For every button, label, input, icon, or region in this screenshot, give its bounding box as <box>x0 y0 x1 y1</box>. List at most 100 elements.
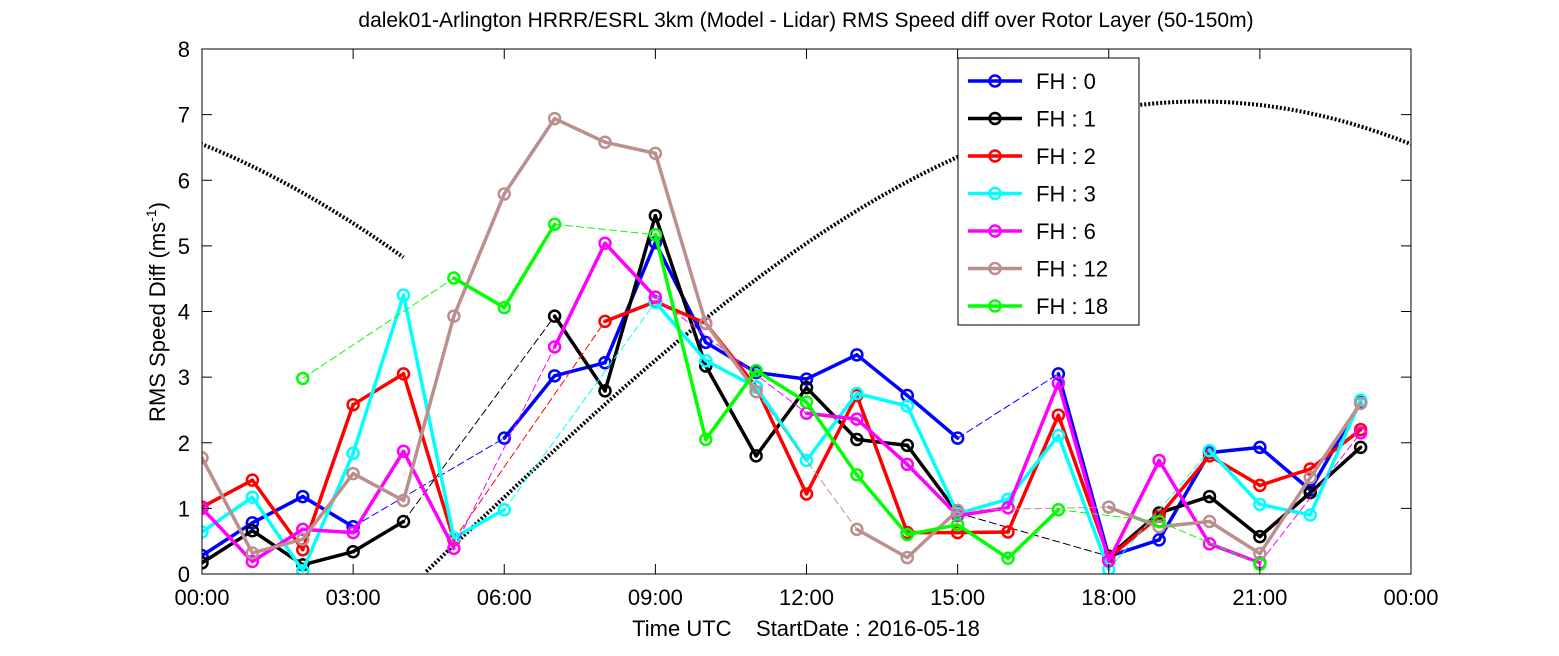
series-segment <box>1258 475 1312 556</box>
y-axis-label: RMS Speed Diff (ms-1) <box>143 202 170 422</box>
series-segment <box>1207 494 1262 539</box>
y-tick-label: 8 <box>178 37 190 62</box>
series-segment <box>202 506 255 564</box>
data-point <box>850 468 864 482</box>
series-segment <box>653 232 708 442</box>
series-segment <box>905 404 960 516</box>
data-point <box>1051 367 1066 381</box>
series-segment <box>1107 505 1161 529</box>
series-segment <box>1056 433 1111 572</box>
series-segment <box>653 151 708 326</box>
series-gap-link <box>453 320 606 541</box>
x-axis-label: Time UTC StartDate : 2016-05-18 <box>632 616 980 641</box>
legend-label: FH : 3 <box>1036 182 1096 207</box>
series-gap-link <box>453 346 556 549</box>
series-segment <box>502 374 557 440</box>
solar-elevation-curve <box>424 99 1411 574</box>
data-point <box>900 457 914 472</box>
data-point <box>396 367 411 381</box>
data-point <box>850 348 864 362</box>
series-segment <box>351 293 406 455</box>
series-gap-link <box>503 301 656 511</box>
chart-title: dalek01-Arlington HRRR/ESRL 3km (Model -… <box>358 9 1253 32</box>
series-segment <box>351 471 406 503</box>
series-segment <box>202 521 255 558</box>
series-segment <box>1056 381 1111 563</box>
series-segment <box>250 494 305 525</box>
data-point <box>447 309 461 323</box>
series-segment <box>1308 445 1363 495</box>
series-segment <box>1207 448 1262 507</box>
series-segment <box>250 478 305 552</box>
data-point <box>950 431 965 445</box>
data-point <box>850 522 864 537</box>
series-segment <box>855 473 909 537</box>
series-segment <box>603 140 658 156</box>
series-segment <box>754 370 809 381</box>
data-point <box>296 371 310 386</box>
legend-box <box>957 57 1140 326</box>
y-tick-label: 1 <box>178 496 190 521</box>
legend-swatch-marker <box>988 186 1002 201</box>
series-segment <box>452 276 506 310</box>
data-point <box>799 453 814 468</box>
data-point <box>497 502 511 517</box>
y-tick-label: 5 <box>178 234 190 259</box>
y-tick-label: 7 <box>178 103 190 128</box>
data-point <box>245 523 260 538</box>
series-segment <box>351 372 406 407</box>
data-point <box>447 541 461 556</box>
series-segment <box>704 364 758 458</box>
data-point <box>346 466 360 481</box>
series-segment <box>754 385 809 496</box>
series-segment <box>502 222 557 310</box>
series-gap-link <box>403 315 556 522</box>
series-segment <box>1258 467 1312 488</box>
data-point <box>1202 537 1217 551</box>
data-point <box>547 309 562 323</box>
data-point <box>396 444 411 459</box>
series-segment <box>502 116 557 196</box>
data-point <box>245 554 260 569</box>
y-tick-label: 4 <box>178 300 190 325</box>
series-gap-link <box>352 437 505 528</box>
legend-label: FH : 1 <box>1036 107 1096 132</box>
series-segment <box>1258 502 1312 517</box>
data-point <box>900 399 914 413</box>
series-segment <box>1207 519 1262 556</box>
series-gap-link <box>957 506 1110 511</box>
x-tick-label: 18:00 <box>1081 585 1136 610</box>
data-point <box>749 363 763 378</box>
data-point <box>699 316 713 331</box>
series-segment <box>754 368 809 404</box>
data-point <box>598 355 612 370</box>
data-point <box>799 372 814 386</box>
data-point <box>699 353 713 368</box>
series-segment <box>905 443 960 515</box>
series-segment <box>552 116 607 144</box>
data-point <box>598 314 612 329</box>
y-tick-label: 2 <box>178 431 190 456</box>
series-segment <box>603 241 658 299</box>
series-segment <box>603 213 658 393</box>
series-segment <box>351 449 406 535</box>
series-segment <box>202 495 255 534</box>
data-point <box>900 550 914 565</box>
series-segment <box>804 385 859 442</box>
solar-elevation-curve-left <box>202 142 405 260</box>
x-tick-label: 03:00 <box>326 585 381 610</box>
series-segment <box>955 530 1010 535</box>
data-point <box>598 384 612 398</box>
data-point <box>245 516 260 530</box>
series-segment <box>401 314 456 503</box>
data-point <box>1202 489 1217 504</box>
series-segment <box>1157 458 1212 546</box>
series-segment <box>804 400 859 477</box>
data-point <box>1152 453 1166 468</box>
data-point <box>1152 514 1166 529</box>
series-segment <box>603 299 658 324</box>
series-segment <box>552 241 607 349</box>
data-point <box>346 397 360 412</box>
series-segment <box>452 507 506 540</box>
data-point <box>296 563 310 574</box>
